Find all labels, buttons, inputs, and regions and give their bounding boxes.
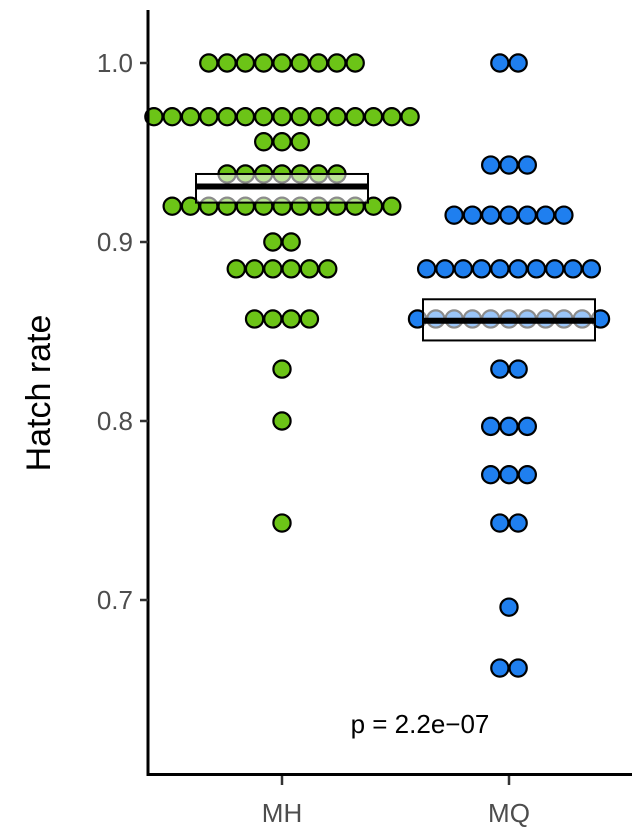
data-point xyxy=(499,465,519,485)
data-point xyxy=(481,416,501,437)
tick-marks: 0.7 0.8 0.9 1.0 MH MQ xyxy=(97,48,530,828)
data-point xyxy=(299,309,320,329)
data-point xyxy=(526,259,547,279)
data-point xyxy=(199,106,219,127)
data-point xyxy=(499,205,519,225)
data-point xyxy=(517,155,538,175)
p-value-annotation: p = 2.2e−07 xyxy=(351,709,490,739)
data-point xyxy=(453,259,473,279)
data-point xyxy=(490,658,510,678)
data-point xyxy=(254,106,274,127)
data-point xyxy=(363,106,384,127)
data-point xyxy=(345,106,365,127)
data-point xyxy=(162,196,182,216)
data-point xyxy=(490,513,510,533)
y-tick-label: 0.9 xyxy=(97,227,133,257)
data-point xyxy=(263,309,283,329)
data-point xyxy=(345,53,365,73)
data-point xyxy=(508,259,528,279)
data-point xyxy=(217,106,237,127)
axes xyxy=(146,10,632,776)
data-point xyxy=(235,106,256,127)
data-point xyxy=(180,106,201,127)
data-point xyxy=(290,132,310,152)
data-point xyxy=(508,658,528,678)
data-point xyxy=(180,196,201,216)
data-point xyxy=(499,416,519,437)
data-point xyxy=(508,513,528,533)
data-point xyxy=(217,53,237,73)
data-point xyxy=(481,205,501,225)
data-point xyxy=(226,259,246,279)
data-point xyxy=(272,53,292,73)
y-axis-title: Hatch rate xyxy=(20,315,58,472)
data-point xyxy=(272,106,292,127)
data-point xyxy=(272,359,292,379)
y-tick-label: 0.8 xyxy=(97,406,133,436)
data-point xyxy=(254,53,274,73)
data-point xyxy=(281,259,301,279)
data-point xyxy=(308,53,329,73)
data-point xyxy=(272,513,292,533)
y-tick-label: 0.7 xyxy=(97,585,133,615)
data-point xyxy=(327,53,347,73)
data-point xyxy=(416,259,437,279)
y-tick-label: 1.0 xyxy=(97,48,133,78)
data-point xyxy=(545,259,565,279)
data-point xyxy=(272,132,292,152)
data-point xyxy=(290,106,310,127)
data-point xyxy=(462,205,483,225)
data-point xyxy=(382,196,402,216)
mean-boxes xyxy=(195,172,596,342)
data-point xyxy=(290,53,310,73)
data-point xyxy=(144,106,164,127)
data-point xyxy=(327,106,347,127)
data-point xyxy=(235,53,256,73)
data-point xyxy=(535,205,556,225)
data-point xyxy=(263,259,283,279)
data-point xyxy=(481,465,501,485)
data-point xyxy=(444,205,464,225)
data-point xyxy=(382,106,402,127)
data-point xyxy=(517,205,538,225)
data-point xyxy=(499,597,519,617)
data-point xyxy=(490,359,510,379)
data-points xyxy=(144,53,611,678)
data-point xyxy=(400,106,420,127)
data-point xyxy=(263,232,283,252)
data-point xyxy=(581,259,602,279)
data-point xyxy=(554,205,574,225)
data-point xyxy=(162,106,182,127)
data-point xyxy=(499,155,519,175)
data-point xyxy=(490,259,510,279)
data-point xyxy=(435,259,455,279)
data-point xyxy=(481,155,501,175)
x-tick-label: MH xyxy=(262,798,302,828)
data-point xyxy=(199,53,219,73)
data-point xyxy=(281,309,301,329)
data-point xyxy=(308,106,329,127)
data-point xyxy=(318,259,338,279)
data-point xyxy=(517,416,538,437)
data-point xyxy=(517,465,538,485)
data-point xyxy=(508,359,528,379)
data-point xyxy=(244,259,265,279)
data-point xyxy=(254,132,274,152)
data-point xyxy=(563,259,583,279)
data-point xyxy=(244,309,265,329)
data-point xyxy=(490,53,510,73)
data-point xyxy=(471,259,492,279)
data-point xyxy=(299,259,320,279)
x-tick-label: MQ xyxy=(488,798,530,828)
data-point xyxy=(508,53,528,73)
data-point xyxy=(272,411,292,431)
data-point xyxy=(281,232,301,252)
